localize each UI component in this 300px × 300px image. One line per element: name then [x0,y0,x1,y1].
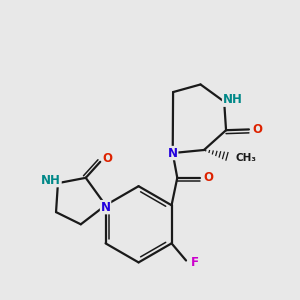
Text: O: O [203,171,214,184]
Text: N: N [100,201,111,214]
Text: NH: NH [223,93,242,106]
Text: O: O [252,123,262,136]
Text: O: O [103,152,113,165]
Text: CH₃: CH₃ [236,153,256,163]
Text: N: N [168,146,178,160]
Text: F: F [190,256,198,269]
Text: NH: NH [41,174,61,187]
